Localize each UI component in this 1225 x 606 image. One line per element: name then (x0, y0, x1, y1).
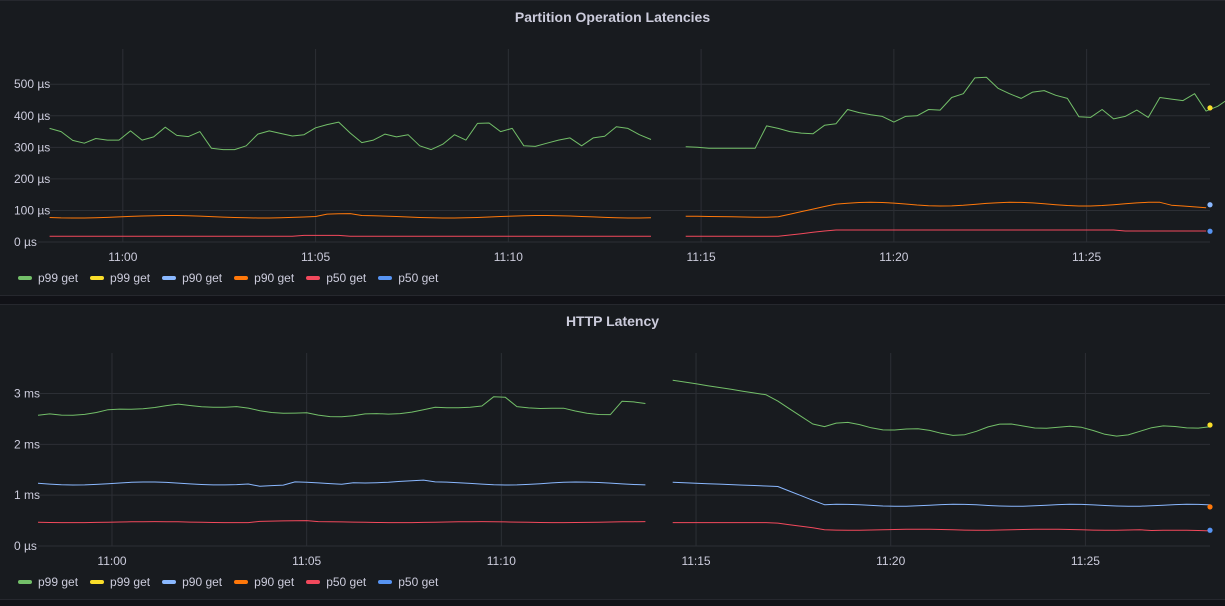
series-line-3-seg1 (685, 201, 1207, 218)
legend-swatch (90, 276, 105, 280)
partition-latency-chart: 0 µs 100 µs 200 µs 300 µs 400 µs 500 µs 11:00 1… (14, 49, 1225, 264)
x-tick-label: 11:05 (301, 250, 330, 264)
y-tick-label: 300 µs (14, 140, 50, 154)
legend-label: p90 get (182, 575, 223, 589)
legend-label: p50 get (398, 575, 439, 589)
legend-label: p99 get (110, 575, 151, 589)
legend-swatch (162, 580, 177, 584)
series-endpoint-5 (1207, 228, 1213, 234)
series-line-4-seg1 (672, 522, 1211, 532)
legend-item[interactable]: p99 get (18, 575, 78, 589)
legend-item[interactable]: p90 get (234, 575, 294, 589)
x-tick-label: 11:00 (97, 554, 126, 568)
legend-label: p99 get (110, 271, 151, 285)
legend-swatch (234, 276, 249, 280)
legend-item[interactable]: p50 get (378, 271, 438, 285)
y-tick-label: 100 µs (14, 203, 50, 217)
series-endpoint-5 (1207, 527, 1213, 533)
legend-label: p90 get (254, 271, 295, 285)
legend-item[interactable]: p99 get (90, 271, 150, 285)
series-line-0-seg1 (672, 379, 1211, 437)
legend-item[interactable]: p99 get (90, 575, 150, 589)
x-tick-label: 11:15 (687, 250, 716, 264)
series-line-4-seg1 (685, 229, 1207, 237)
x-tick-label: 11:25 (1072, 250, 1101, 264)
legend-label: p99 get (38, 271, 79, 285)
legend-item[interactable]: p99 get (18, 271, 78, 285)
legend-label: p50 get (326, 575, 367, 589)
y-tick-label: 3 ms (14, 387, 40, 401)
legend-label: p90 get (182, 271, 223, 285)
legend-swatch (18, 580, 32, 584)
series-line-2-seg1 (672, 481, 1211, 507)
y-tick-label: 200 µs (14, 172, 50, 186)
x-tick-label: 11:25 (1071, 554, 1100, 568)
legend-swatch (162, 276, 177, 280)
legend-swatch (90, 580, 105, 584)
series-line-2-seg0 (37, 479, 646, 487)
series-endpoint-3 (1207, 504, 1213, 510)
x-tick-label: 11:05 (292, 554, 321, 568)
legend-item[interactable]: p50 get (378, 575, 438, 589)
legend-label: p99 get (38, 575, 79, 589)
x-tick-label: 11:20 (876, 554, 905, 568)
legend-swatch (378, 580, 393, 584)
y-tick-label: 400 µs (14, 109, 50, 123)
legend-item[interactable]: p50 get (306, 575, 366, 589)
legend-swatch (18, 276, 32, 280)
series-line-3-seg0 (49, 213, 652, 219)
y-tick-label: 500 µs (14, 77, 50, 91)
y-tick-label: 2 ms (14, 437, 40, 451)
series-line-0-seg0 (49, 121, 652, 151)
y-tick-label: 0 µs (14, 235, 37, 249)
legend-item[interactable]: p90 get (234, 271, 294, 285)
series-endpoint-1 (1207, 105, 1213, 111)
legend-label: p50 get (326, 271, 367, 285)
series-endpoint-1 (1207, 422, 1213, 428)
legend-swatch (234, 580, 249, 584)
x-tick-label: 11:15 (681, 554, 710, 568)
series-line-0-seg0 (37, 396, 646, 418)
panel-title: Partition Operation Latencies (514, 9, 711, 25)
series-endpoint-2 (1207, 202, 1213, 208)
y-tick-label: 0 µs (14, 539, 37, 553)
grid-lines (38, 353, 1210, 547)
x-tick-label: 11:00 (108, 250, 137, 264)
legend-swatch (378, 276, 393, 280)
panel-title: HTTP Latency (565, 313, 660, 329)
legend-label: p90 get (254, 575, 295, 589)
x-tick-label: 11:10 (487, 554, 516, 568)
legend-label: p50 get (398, 271, 439, 285)
x-tick-label: 11:10 (494, 250, 523, 264)
legend-item[interactable]: p90 get (162, 271, 222, 285)
http-latency-panel: HTTP Latency 0 µs 1 ms 2 ms 3 ms 11:00 11:05 1… (0, 304, 1225, 600)
chart-legend: p99 get p99 get p90 get p90 get p50 get p50 g… (18, 269, 438, 287)
y-tick-label: 1 ms (14, 488, 40, 502)
legend-swatch (306, 276, 321, 280)
series-line-4-seg0 (49, 234, 651, 237)
http-latency-chart: 0 µs 1 ms 2 ms 3 ms 11:00 11:05 11:10 11:15 11:2… (14, 353, 1213, 568)
grid-lines (38, 49, 1210, 243)
legend-swatch (306, 580, 321, 584)
legend-item[interactable]: p90 get (162, 575, 222, 589)
legend-item[interactable]: p50 get (306, 271, 366, 285)
partition-latency-panel: Partition Operation Latencies 0 µs 100 µs… (0, 0, 1225, 296)
series-line-0-seg1 (685, 76, 1225, 149)
x-tick-label: 11:20 (879, 250, 908, 264)
chart-legend: p99 get p99 get p90 get p90 get p50 get p50 g… (18, 573, 438, 591)
series-line-4-seg0 (37, 520, 646, 524)
